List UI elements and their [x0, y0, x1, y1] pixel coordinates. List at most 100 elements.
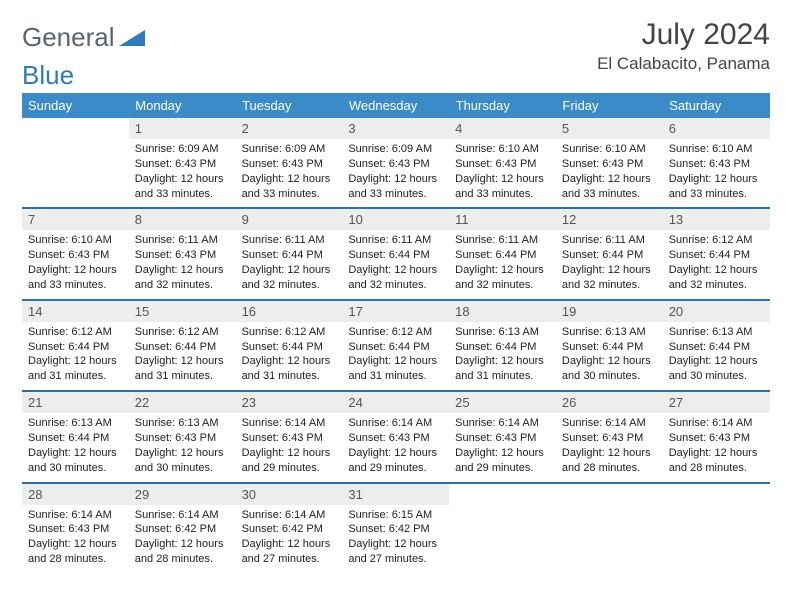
- daynum-row: 21222324252627: [22, 391, 770, 413]
- sunrise-line: Sunrise: 6:12 AM: [135, 325, 230, 340]
- day-number: 15: [129, 300, 236, 322]
- daylight-line: Daylight: 12 hours and 33 minutes.: [348, 172, 443, 202]
- sunrise-line: Sunrise: 6:09 AM: [135, 142, 230, 157]
- day-cell: Sunrise: 6:13 AMSunset: 6:43 PMDaylight:…: [129, 413, 236, 482]
- sunset-line: Sunset: 6:44 PM: [242, 340, 337, 355]
- logo-word-1: General: [22, 22, 115, 53]
- daylight-line: Daylight: 12 hours and 27 minutes.: [348, 537, 443, 567]
- weekday-header: Friday: [556, 93, 663, 118]
- sunrise-line: Sunrise: 6:12 AM: [348, 325, 443, 340]
- day-number: 13: [663, 208, 770, 230]
- month-title: July 2024: [597, 18, 770, 52]
- day-cell: [663, 505, 770, 573]
- weekday-header-row: Sunday Monday Tuesday Wednesday Thursday…: [22, 93, 770, 118]
- day-cell: [449, 505, 556, 573]
- sunset-line: Sunset: 6:44 PM: [455, 248, 550, 263]
- weekday-header: Sunday: [22, 93, 129, 118]
- day-number: 28: [22, 483, 129, 505]
- day-cell: Sunrise: 6:09 AMSunset: 6:43 PMDaylight:…: [342, 139, 449, 208]
- day-number: 2: [236, 118, 343, 139]
- sunset-line: Sunset: 6:43 PM: [242, 157, 337, 172]
- day-number: 16: [236, 300, 343, 322]
- daylight-line: Daylight: 12 hours and 30 minutes.: [669, 354, 764, 384]
- day-number: 7: [22, 208, 129, 230]
- sunrise-line: Sunrise: 6:09 AM: [348, 142, 443, 157]
- day-body-row: Sunrise: 6:12 AMSunset: 6:44 PMDaylight:…: [22, 322, 770, 391]
- daylight-line: Daylight: 12 hours and 31 minutes.: [135, 354, 230, 384]
- calendar-table: Sunday Monday Tuesday Wednesday Thursday…: [22, 93, 770, 573]
- daylight-line: Daylight: 12 hours and 33 minutes.: [28, 263, 123, 293]
- sunset-line: Sunset: 6:43 PM: [28, 522, 123, 537]
- day-number: 10: [342, 208, 449, 230]
- day-cell: Sunrise: 6:13 AMSunset: 6:44 PMDaylight:…: [449, 322, 556, 391]
- day-cell: Sunrise: 6:14 AMSunset: 6:43 PMDaylight:…: [449, 413, 556, 482]
- sunrise-line: Sunrise: 6:10 AM: [455, 142, 550, 157]
- day-number: [449, 483, 556, 505]
- sunset-line: Sunset: 6:42 PM: [348, 522, 443, 537]
- day-cell: Sunrise: 6:12 AMSunset: 6:44 PMDaylight:…: [22, 322, 129, 391]
- daylight-line: Daylight: 12 hours and 31 minutes.: [242, 354, 337, 384]
- day-cell: Sunrise: 6:14 AMSunset: 6:43 PMDaylight:…: [663, 413, 770, 482]
- day-number: 19: [556, 300, 663, 322]
- day-number: 25: [449, 391, 556, 413]
- day-cell: Sunrise: 6:15 AMSunset: 6:42 PMDaylight:…: [342, 505, 449, 573]
- day-cell: Sunrise: 6:09 AMSunset: 6:43 PMDaylight:…: [129, 139, 236, 208]
- daylight-line: Daylight: 12 hours and 33 minutes.: [135, 172, 230, 202]
- day-cell: Sunrise: 6:14 AMSunset: 6:42 PMDaylight:…: [236, 505, 343, 573]
- day-number: 30: [236, 483, 343, 505]
- sunset-line: Sunset: 6:44 PM: [562, 340, 657, 355]
- daylight-line: Daylight: 12 hours and 32 minutes.: [348, 263, 443, 293]
- day-cell: Sunrise: 6:13 AMSunset: 6:44 PMDaylight:…: [22, 413, 129, 482]
- day-number: 27: [663, 391, 770, 413]
- day-cell: Sunrise: 6:12 AMSunset: 6:44 PMDaylight:…: [663, 230, 770, 299]
- day-number: [22, 118, 129, 139]
- sunset-line: Sunset: 6:43 PM: [562, 157, 657, 172]
- day-cell: Sunrise: 6:10 AMSunset: 6:43 PMDaylight:…: [663, 139, 770, 208]
- sunrise-line: Sunrise: 6:11 AM: [455, 233, 550, 248]
- daylight-line: Daylight: 12 hours and 30 minutes.: [135, 446, 230, 476]
- daylight-line: Daylight: 12 hours and 33 minutes.: [242, 172, 337, 202]
- day-number: 21: [22, 391, 129, 413]
- sunrise-line: Sunrise: 6:12 AM: [28, 325, 123, 340]
- day-cell: Sunrise: 6:14 AMSunset: 6:43 PMDaylight:…: [556, 413, 663, 482]
- sunset-line: Sunset: 6:44 PM: [242, 248, 337, 263]
- sunrise-line: Sunrise: 6:10 AM: [28, 233, 123, 248]
- day-cell: Sunrise: 6:11 AMSunset: 6:44 PMDaylight:…: [556, 230, 663, 299]
- day-cell: Sunrise: 6:11 AMSunset: 6:44 PMDaylight:…: [449, 230, 556, 299]
- sunrise-line: Sunrise: 6:14 AM: [455, 416, 550, 431]
- daynum-row: 123456: [22, 118, 770, 139]
- day-body-row: Sunrise: 6:10 AMSunset: 6:43 PMDaylight:…: [22, 230, 770, 299]
- day-number: 14: [22, 300, 129, 322]
- day-number: 6: [663, 118, 770, 139]
- day-cell: Sunrise: 6:14 AMSunset: 6:42 PMDaylight:…: [129, 505, 236, 573]
- sunrise-line: Sunrise: 6:14 AM: [135, 508, 230, 523]
- sunrise-line: Sunrise: 6:12 AM: [669, 233, 764, 248]
- sunrise-line: Sunrise: 6:11 AM: [562, 233, 657, 248]
- day-cell: Sunrise: 6:11 AMSunset: 6:44 PMDaylight:…: [342, 230, 449, 299]
- day-cell: Sunrise: 6:10 AMSunset: 6:43 PMDaylight:…: [556, 139, 663, 208]
- sunrise-line: Sunrise: 6:13 AM: [28, 416, 123, 431]
- sunset-line: Sunset: 6:43 PM: [135, 431, 230, 446]
- sunset-line: Sunset: 6:44 PM: [348, 248, 443, 263]
- day-number: 12: [556, 208, 663, 230]
- sunrise-line: Sunrise: 6:10 AM: [669, 142, 764, 157]
- day-number: 22: [129, 391, 236, 413]
- day-number: 1: [129, 118, 236, 139]
- day-cell: Sunrise: 6:14 AMSunset: 6:43 PMDaylight:…: [342, 413, 449, 482]
- sunrise-line: Sunrise: 6:14 AM: [669, 416, 764, 431]
- sunset-line: Sunset: 6:43 PM: [242, 431, 337, 446]
- day-number: 23: [236, 391, 343, 413]
- sunrise-line: Sunrise: 6:14 AM: [242, 416, 337, 431]
- sunrise-line: Sunrise: 6:13 AM: [562, 325, 657, 340]
- logo: General: [22, 22, 145, 53]
- sunrise-line: Sunrise: 6:13 AM: [135, 416, 230, 431]
- daylight-line: Daylight: 12 hours and 31 minutes.: [348, 354, 443, 384]
- day-cell: Sunrise: 6:12 AMSunset: 6:44 PMDaylight:…: [129, 322, 236, 391]
- daylight-line: Daylight: 12 hours and 29 minutes.: [348, 446, 443, 476]
- day-cell: Sunrise: 6:11 AMSunset: 6:44 PMDaylight:…: [236, 230, 343, 299]
- day-cell: [22, 139, 129, 208]
- daylight-line: Daylight: 12 hours and 28 minutes.: [28, 537, 123, 567]
- sunset-line: Sunset: 6:44 PM: [669, 248, 764, 263]
- sunrise-line: Sunrise: 6:11 AM: [242, 233, 337, 248]
- sunrise-line: Sunrise: 6:15 AM: [348, 508, 443, 523]
